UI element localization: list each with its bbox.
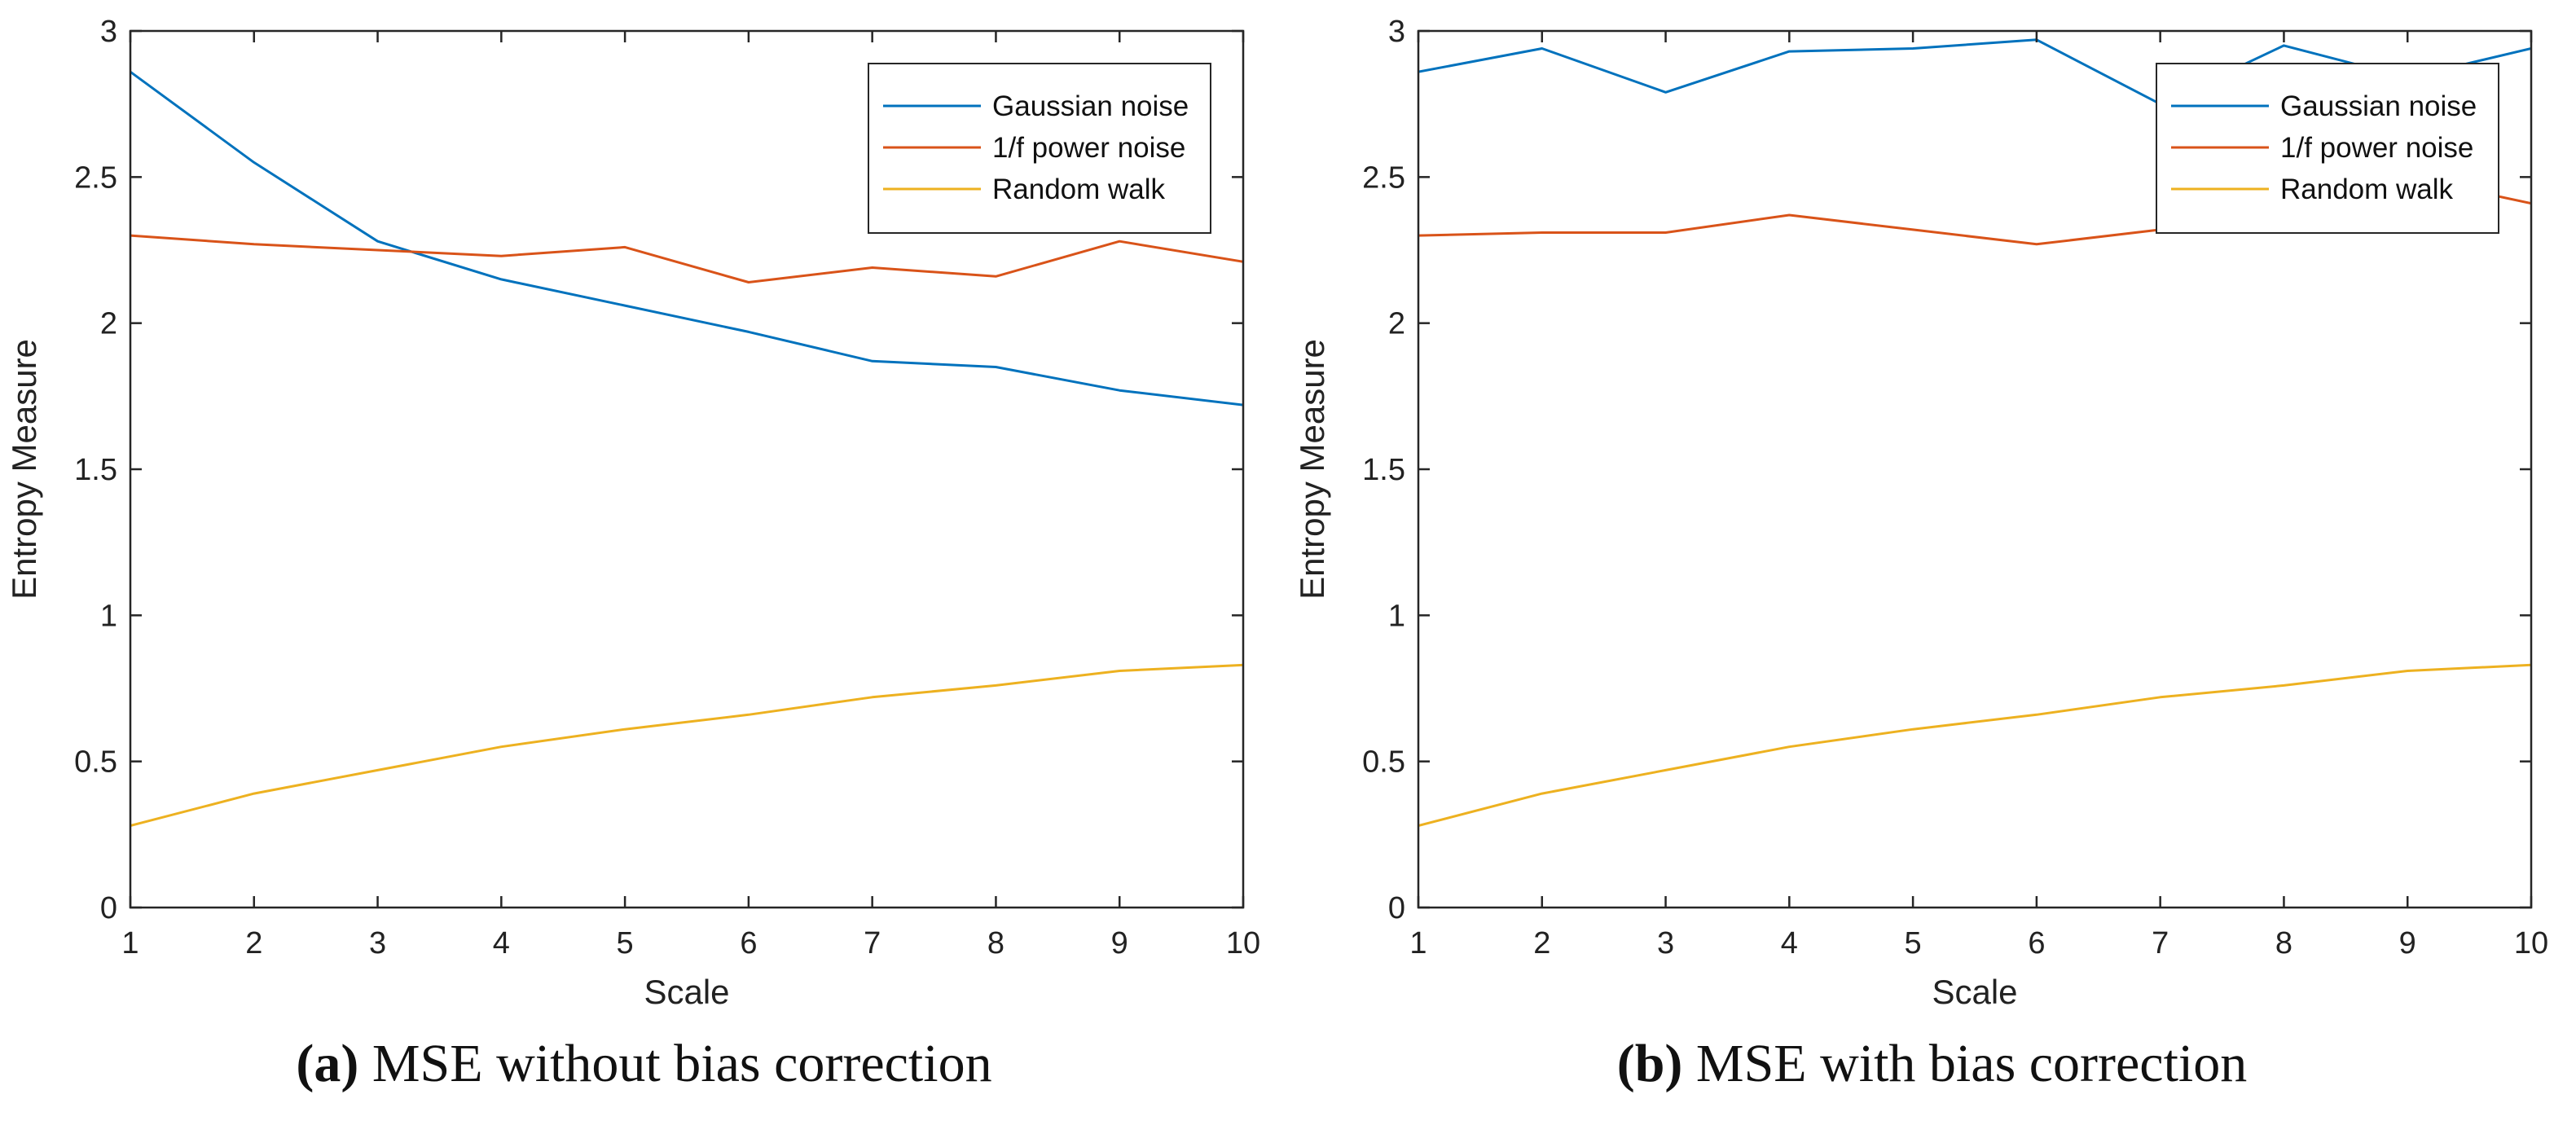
chart-a-x-tick-label: 1	[121, 926, 138, 960]
chart-a-x-tick-label: 5	[617, 926, 634, 960]
chart-b-x-tick-label: 9	[2399, 926, 2416, 960]
chart-b-plot: 1 2 3 4 5 6 7 8 9 10 0 0.5 1 1.5 2 2.5 3 Scale Entropy Mea…	[1293, 15, 2548, 1011]
chart-a-x-tick-label: 10	[1226, 926, 1260, 960]
chart-a-series-line-gaussian-noise	[130, 70, 1243, 407]
chart-a-x-tick-label: 3	[369, 926, 386, 960]
chart-a-caption-tag: (a)	[296, 1034, 359, 1093]
chart-a-x-tick-label: 6	[740, 926, 757, 960]
chart-b-series-line-random-walk	[1418, 663, 2531, 828]
chart-b-x-tick-label: 6	[2028, 926, 2045, 960]
chart-a-plot: 1 2 3 4 5 6 7 8 9 10 0 0.5 1 1.5 2 2.5 3 Scale Entropy Mea…	[5, 15, 1260, 1011]
chart-a-y-axis-label: Entropy Measure	[5, 339, 43, 600]
chart-a-x-tick-label: 8	[987, 926, 1004, 960]
chart-b-x-tick-label: 2	[1533, 926, 1550, 960]
chart-a-x-axis-label: Scale	[644, 973, 729, 1011]
chart-a-y-tick-label: 1.5	[74, 453, 117, 487]
chart-a-y-tick-label: 1	[100, 599, 117, 633]
chart-panel-a: 1 2 3 4 5 6 7 8 9 10 0 0.5 1 1.5 2 2.5 3 Scale Entropy Mea…	[0, 15, 1288, 1095]
chart-b-caption-text: MSE with bias correction	[1695, 1034, 2248, 1093]
chart-b-y-tick-label: 2.5	[1362, 160, 1405, 195]
chart-b-legend: Gaussian noise 1/f power noise Random walk	[2156, 63, 2499, 234]
chart-b-caption: (b) MSE with bias correction	[1288, 1033, 2576, 1095]
chart-b-legend-label-1-f-power-noise: 1/f power noise	[2280, 132, 2473, 164]
chart-b-y-tick-label: 0.5	[1362, 745, 1405, 780]
chart-b-x-axis-label: Scale	[1932, 973, 2017, 1011]
chart-b-x-tick-label: 5	[1905, 926, 1922, 960]
chart-b-x-tick-label: 7	[2152, 926, 2169, 960]
chart-a-x-tick-label: 4	[493, 926, 510, 960]
chart-a-series-line-1-f-power-noise	[130, 234, 1243, 284]
chart-a-series-line-random-walk	[130, 663, 1243, 828]
chart-a-y-tick-label: 2.5	[74, 160, 117, 195]
chart-b-legend-label-random-walk: Random walk	[2280, 174, 2454, 205]
chart-b-y-tick-label: 1	[1388, 599, 1405, 633]
chart-b-legend-label-gaussian-noise: Gaussian noise	[2280, 90, 2477, 122]
chart-a-legend: Gaussian noise 1/f power noise Random walk	[868, 63, 1211, 234]
chart-a-caption-text: MSE without bias correction	[371, 1034, 992, 1093]
chart-b-y-tick-label: 2	[1388, 307, 1405, 341]
chart-b-y-tick-label: 0	[1388, 891, 1405, 925]
chart-a-caption: (a) MSE without bias correction	[0, 1033, 1288, 1095]
chart-b-y-tick-label: 3	[1388, 15, 1405, 49]
chart-b-series-line-gaussian-noise	[1418, 38, 2531, 106]
chart-b-y-axis-label: Entropy Measure	[1293, 339, 1331, 600]
chart-b-caption-tag: (b)	[1616, 1034, 1683, 1093]
chart-a-x-tick-label: 7	[864, 926, 881, 960]
chart-a-y-tick-label: 0	[100, 891, 117, 925]
chart-a-legend-label-gaussian-noise: Gaussian noise	[992, 90, 1189, 122]
chart-b-x-tick-label: 1	[1409, 926, 1426, 960]
chart-b-x-tick-label: 4	[1781, 926, 1798, 960]
chart-b-x-tick-label: 3	[1657, 926, 1674, 960]
chart-a-legend-label-random-walk: Random walk	[992, 174, 1166, 205]
chart-a-y-tick-label: 3	[100, 15, 117, 49]
chart-a-y-tick-label: 2	[100, 307, 117, 341]
chart-b-y-tick-label: 1.5	[1362, 453, 1405, 487]
chart-a-x-tick-label: 2	[245, 926, 262, 960]
chart-a-y-tick-label: 0.5	[74, 745, 117, 780]
chart-a-legend-label-1-f-power-noise: 1/f power noise	[992, 132, 1185, 164]
chart-b-x-tick-label: 8	[2275, 926, 2292, 960]
chart-panel-b: 1 2 3 4 5 6 7 8 9 10 0 0.5 1 1.5 2 2.5 3 Scale Entropy Mea…	[1288, 0, 2576, 1134]
chart-a-x-tick-label: 9	[1111, 926, 1128, 960]
chart-b-x-tick-label: 10	[2514, 926, 2548, 960]
